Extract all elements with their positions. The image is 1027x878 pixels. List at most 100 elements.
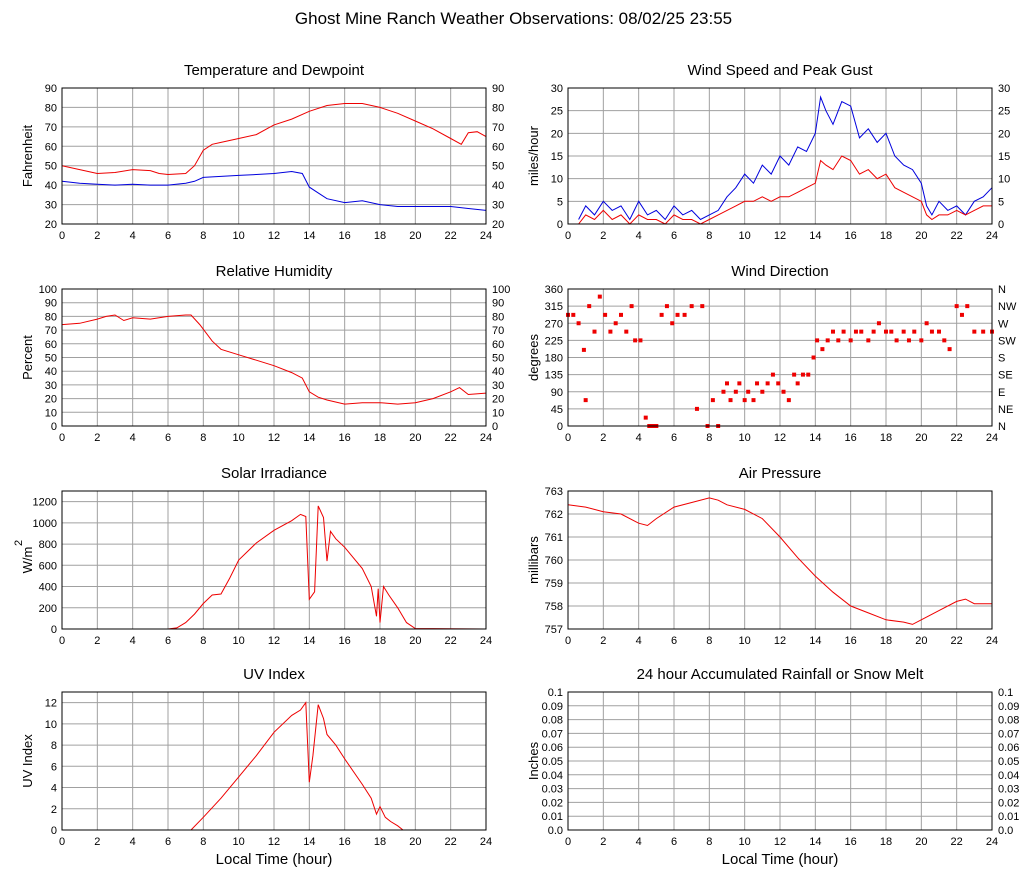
right-tick-label: 20 (998, 128, 1010, 140)
y-tick-label: 0.09 (542, 701, 563, 713)
panel-rain: 24 hour Accumulated Rainfall or Snow Mel… (526, 666, 1019, 868)
x-tick-label: 16 (339, 230, 351, 242)
y-tick-label: 0 (557, 421, 563, 433)
y-tick-label: 6 (51, 761, 57, 773)
x-tick-label: 8 (706, 432, 712, 444)
data-point (694, 406, 699, 411)
y-tick-label: 70 (45, 325, 57, 337)
y-tick-label: 0.08 (542, 715, 563, 727)
data-point (876, 321, 881, 326)
y-tick-label: 5 (557, 196, 563, 208)
data-point (866, 338, 871, 343)
data-point (924, 321, 929, 326)
right-tick-label: 0.08 (998, 715, 1019, 727)
x-tick-label: 12 (268, 230, 280, 242)
data-point (871, 329, 876, 334)
x-tick-label: 10 (739, 635, 751, 647)
data-point (728, 398, 733, 403)
x-tick-label: 4 (130, 836, 136, 848)
y-tick-label: 10 (551, 174, 563, 186)
right-tick-label: 0.02 (998, 797, 1019, 809)
y-tick-label: 30 (551, 83, 563, 95)
data-point (820, 347, 825, 352)
x-tick-label: 0 (59, 230, 65, 242)
y-tick-label: 0.05 (542, 756, 563, 768)
right-tick-label: 30 (492, 380, 504, 392)
x-tick-label: 6 (671, 635, 677, 647)
data-point (836, 338, 841, 343)
x-tick-label: 16 (845, 432, 857, 444)
y-tick-label: 270 (545, 318, 563, 330)
x-tick-label: 24 (986, 432, 998, 444)
x-tick-label: 18 (880, 635, 892, 647)
data-point (700, 304, 705, 309)
y-tick-label: 80 (45, 102, 57, 114)
y-tick-label: 40 (45, 180, 57, 192)
y-axis-label-superscript: 2 (13, 540, 25, 546)
x-tick-label: 10 (233, 230, 245, 242)
y-tick-label: 360 (545, 284, 563, 296)
plot-frame (61, 87, 487, 225)
data-point (815, 338, 820, 343)
right-tick-label: 20 (492, 394, 504, 406)
x-tick-label: 14 (809, 230, 821, 242)
x-tick-label: 0 (565, 635, 571, 647)
x-tick-label: 20 (409, 230, 421, 242)
data-point (841, 329, 846, 334)
data-point (742, 398, 747, 403)
data-point (954, 304, 959, 309)
y-axis-label: UV Index (20, 734, 35, 788)
x-tick-label: 4 (636, 230, 642, 242)
x-tick-label: 8 (200, 635, 206, 647)
x-tick-label: 2 (600, 635, 606, 647)
data-point (825, 338, 830, 343)
chart-title: Relative Humidity (216, 263, 333, 280)
x-tick-label: 24 (986, 230, 998, 242)
y-tick-label: 0.04 (542, 770, 563, 782)
data-point (725, 381, 729, 386)
data-point (906, 338, 911, 343)
data-point (800, 372, 805, 377)
x-tick-label: 22 (445, 230, 457, 242)
x-tick-label: 22 (445, 432, 457, 444)
right-tick-label: 100 (492, 284, 510, 296)
x-tick-label: 4 (130, 432, 136, 444)
data-point (792, 372, 797, 377)
data-point (670, 321, 675, 326)
y-axis-label: millibars (526, 536, 541, 584)
right-tick-label: 60 (492, 141, 504, 153)
right-tick-label: 0.03 (998, 784, 1019, 796)
x-tick-label: 8 (200, 836, 206, 848)
right-tick-label: S (998, 353, 1005, 365)
y-tick-label: 60 (45, 141, 57, 153)
x-tick-label: 10 (233, 836, 245, 848)
x-tick-label: 24 (480, 836, 492, 848)
x-tick-label: 12 (774, 635, 786, 647)
data-point (853, 329, 858, 334)
y-tick-label: 20 (551, 128, 563, 140)
x-tick-label: 12 (774, 230, 786, 242)
y-tick-label: 225 (545, 335, 563, 347)
y-tick-label: 763 (545, 486, 563, 498)
x-tick-label: 14 (809, 836, 821, 848)
x-tick-label: 12 (268, 635, 280, 647)
data-point (629, 304, 634, 309)
data-point (675, 312, 680, 317)
data-point (765, 381, 770, 386)
x-tick-label: 22 (951, 230, 963, 242)
x-tick-label: 16 (845, 836, 857, 848)
y-tick-label: 90 (551, 387, 563, 399)
x-tick-label: 8 (706, 635, 712, 647)
y-tick-label: 400 (39, 582, 57, 594)
right-tick-label: 50 (492, 161, 504, 173)
right-tick-label: N (998, 421, 1006, 433)
right-tick-label: 90 (492, 83, 504, 95)
x-tick-label: 20 (409, 836, 421, 848)
data-point (583, 398, 588, 403)
data-point (760, 389, 765, 394)
data-point (576, 321, 581, 326)
y-axis-label: Percent (20, 335, 35, 380)
chart-title: Wind Speed and Peak Gust (687, 62, 873, 79)
